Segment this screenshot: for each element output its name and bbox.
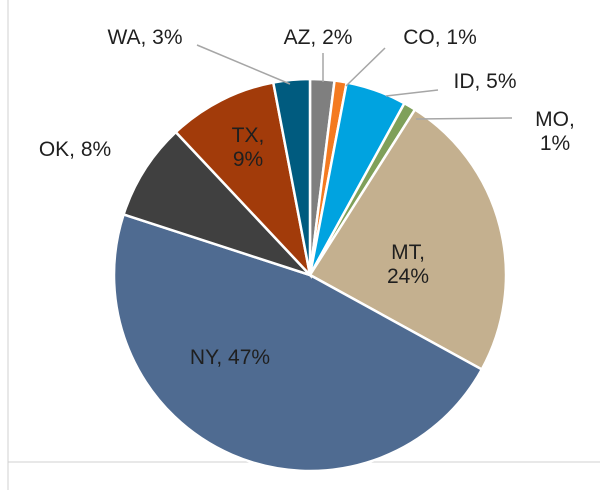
data-label: CO, 1% bbox=[403, 26, 477, 49]
pie-slice bbox=[174, 81, 313, 279]
pie-slice bbox=[308, 107, 508, 372]
leader-line bbox=[385, 89, 439, 97]
leader-line bbox=[196, 44, 291, 85]
pie-slice bbox=[112, 212, 484, 473]
data-label: NY, 47% bbox=[189, 346, 271, 369]
pie-slice bbox=[271, 77, 312, 276]
data-label: WA, 3% bbox=[107, 26, 183, 49]
data-label: MO, 1% bbox=[535, 108, 575, 155]
data-label: TX, 9% bbox=[231, 124, 265, 171]
leader-line bbox=[345, 47, 386, 87]
data-label: ID, 5% bbox=[453, 70, 517, 93]
data-label: MT, 24% bbox=[386, 241, 430, 288]
leader-line bbox=[415, 117, 513, 120]
pie-slice bbox=[122, 130, 311, 277]
data-label: AZ, 2% bbox=[283, 26, 353, 49]
data-label: OK, 8% bbox=[38, 138, 112, 161]
